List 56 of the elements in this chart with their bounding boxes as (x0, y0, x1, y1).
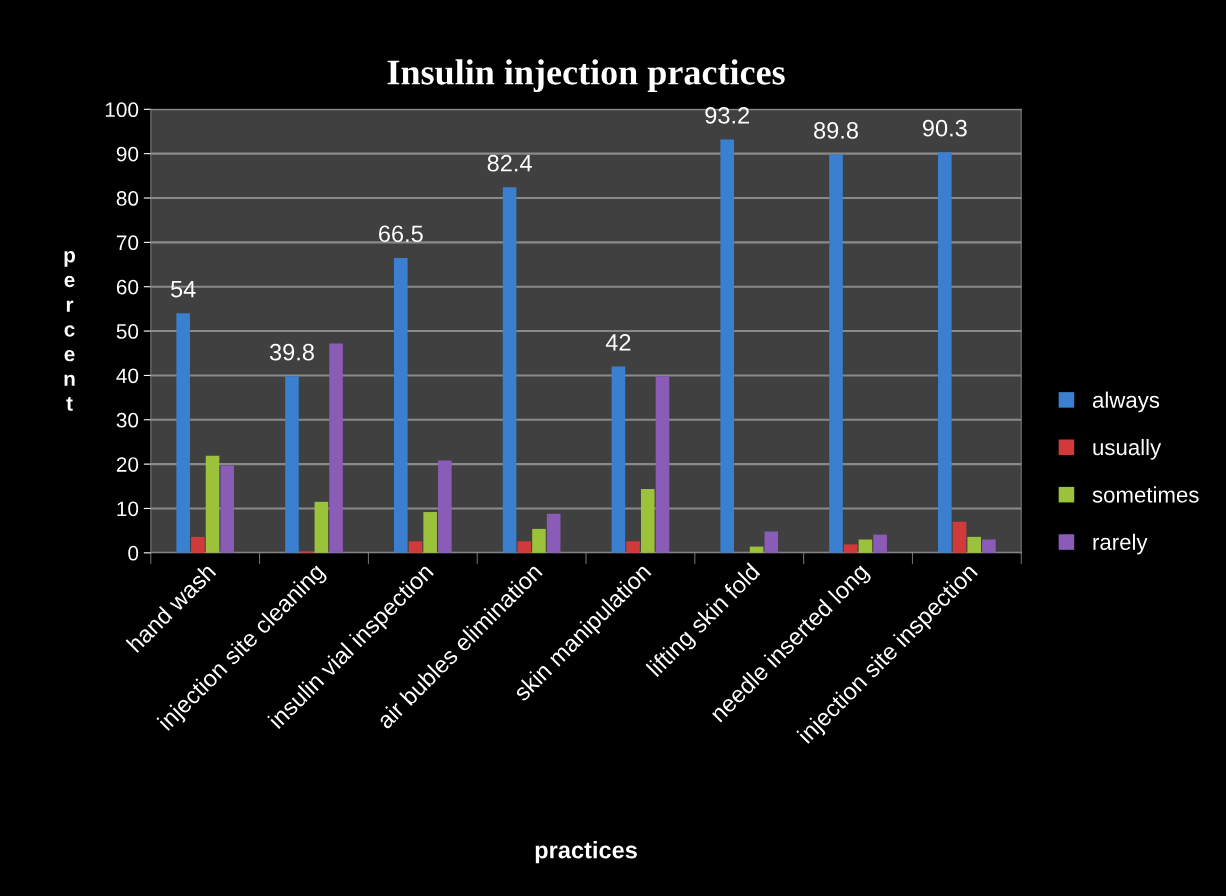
bar (640, 488, 655, 553)
bar (843, 544, 858, 553)
y-tick-label: 60 (116, 279, 139, 295)
bar (220, 465, 235, 553)
bar (858, 539, 873, 553)
bar (438, 460, 452, 553)
bar (423, 512, 437, 553)
bar (408, 541, 423, 553)
bar (329, 343, 343, 553)
bar (191, 536, 205, 553)
bar (720, 139, 735, 553)
data-label: 39.8 (269, 343, 314, 361)
bar (532, 528, 546, 553)
x-axis-title: practices (535, 841, 637, 864)
bar (546, 513, 561, 553)
data-label: 89.8 (814, 122, 858, 139)
chart-title: Insulin injection practices (387, 59, 785, 92)
bar (873, 534, 887, 553)
data-label: 66.5 (379, 225, 423, 243)
y-tick-label: 100 (105, 102, 139, 118)
bar (626, 541, 640, 553)
data-label: 42 (605, 334, 631, 351)
y-tick-label: 50 (116, 324, 139, 339)
bar (749, 546, 764, 553)
y-tick-label: 0 (128, 545, 139, 561)
data-label: 54 (170, 281, 196, 298)
bar (952, 521, 967, 553)
bar (205, 455, 220, 553)
y-tick-label: 30 (116, 412, 139, 428)
legend-label: usually (1093, 438, 1162, 460)
y-tick-label: 70 (116, 235, 139, 251)
bar (829, 154, 843, 553)
bar (967, 536, 981, 553)
bar (502, 187, 517, 553)
legend-label: rarely (1093, 533, 1148, 555)
bar (938, 152, 952, 553)
bar (982, 539, 996, 553)
y-tick-label: 10 (117, 501, 139, 517)
bar (764, 531, 779, 553)
legend-label: sometimes (1092, 486, 1199, 503)
bar (393, 257, 408, 553)
y-tick-label: 80 (116, 191, 139, 206)
bar (314, 501, 329, 553)
bar (611, 366, 626, 553)
data-label: 90.3 (922, 119, 967, 137)
bar (285, 376, 299, 553)
y-axis-title: percent (64, 251, 76, 411)
bar (655, 376, 670, 553)
bar (517, 541, 532, 553)
data-label: 82.4 (487, 154, 532, 172)
y-tick-label: 90 (116, 146, 139, 162)
y-tick-label: 20 (116, 457, 139, 472)
legend-label: always (1092, 391, 1160, 413)
data-label: 93.2 (705, 106, 749, 124)
bar (176, 313, 190, 553)
y-tick-label: 40 (116, 368, 139, 384)
